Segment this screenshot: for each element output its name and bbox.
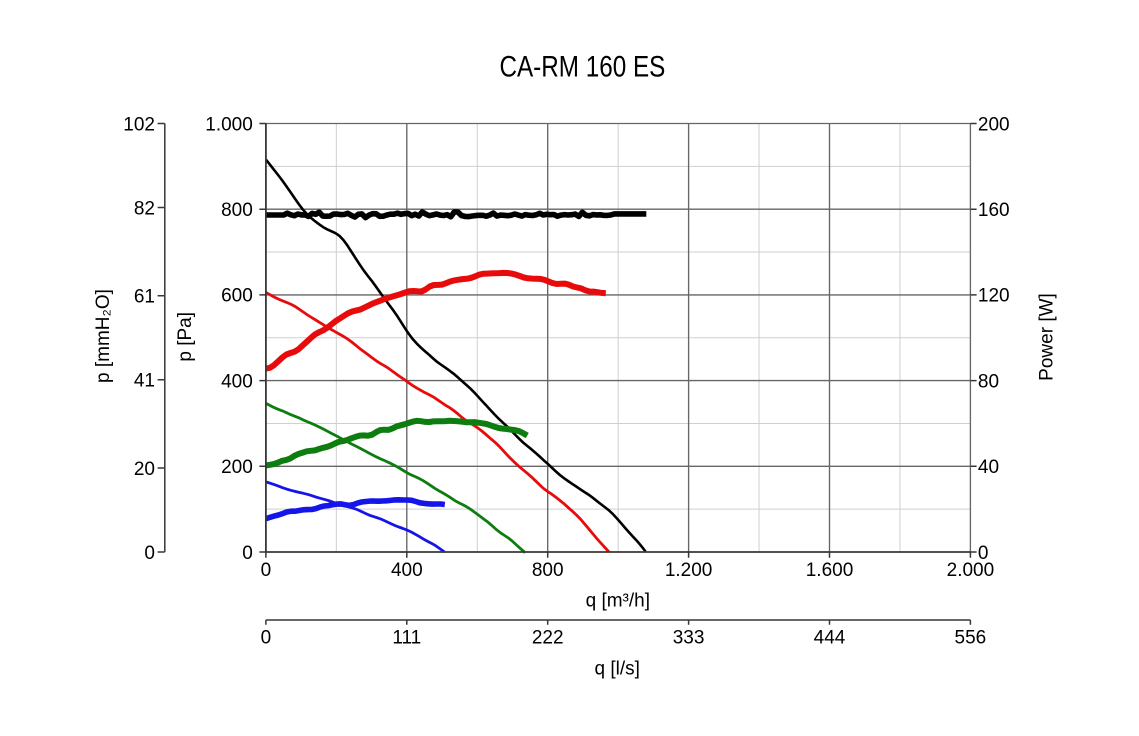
- svg-text:200: 200: [221, 457, 253, 478]
- svg-text:160: 160: [978, 200, 1010, 221]
- svg-text:82: 82: [134, 198, 155, 219]
- svg-text:20: 20: [134, 459, 155, 480]
- svg-text:800: 800: [532, 560, 564, 581]
- svg-text:41: 41: [134, 371, 155, 392]
- svg-text:1.200: 1.200: [665, 560, 713, 581]
- svg-text:0: 0: [261, 628, 272, 649]
- svg-text:p [mmH₂O]: p [mmH₂O]: [93, 289, 114, 383]
- svg-text:444: 444: [814, 628, 846, 649]
- svg-text:40: 40: [978, 457, 999, 478]
- svg-text:600: 600: [221, 286, 253, 307]
- svg-text:2.000: 2.000: [947, 560, 995, 581]
- svg-text:120: 120: [978, 286, 1010, 307]
- svg-text:p [Pa]: p [Pa]: [175, 312, 196, 362]
- svg-text:CA-RM 160 ES: CA-RM 160 ES: [499, 50, 665, 83]
- svg-text:200: 200: [978, 114, 1010, 135]
- svg-text:1.000: 1.000: [205, 114, 253, 135]
- svg-text:0: 0: [144, 543, 155, 564]
- svg-text:0: 0: [978, 543, 989, 564]
- svg-text:80: 80: [978, 371, 999, 392]
- svg-text:1.600: 1.600: [806, 560, 854, 581]
- svg-text:333: 333: [673, 628, 705, 649]
- svg-text:400: 400: [391, 560, 423, 581]
- svg-text:400: 400: [221, 371, 253, 392]
- svg-text:800: 800: [221, 200, 253, 221]
- svg-text:111: 111: [392, 628, 421, 649]
- svg-text:0: 0: [242, 543, 253, 564]
- svg-text:102: 102: [123, 114, 155, 135]
- svg-text:Power [W]: Power [W]: [1037, 293, 1058, 381]
- svg-text:556: 556: [955, 628, 987, 649]
- svg-text:0: 0: [261, 560, 272, 581]
- svg-text:61: 61: [134, 287, 155, 308]
- svg-text:222: 222: [532, 628, 564, 649]
- svg-text:q [m³/h]: q [m³/h]: [586, 590, 650, 611]
- svg-text:q [l/s]: q [l/s]: [594, 659, 639, 680]
